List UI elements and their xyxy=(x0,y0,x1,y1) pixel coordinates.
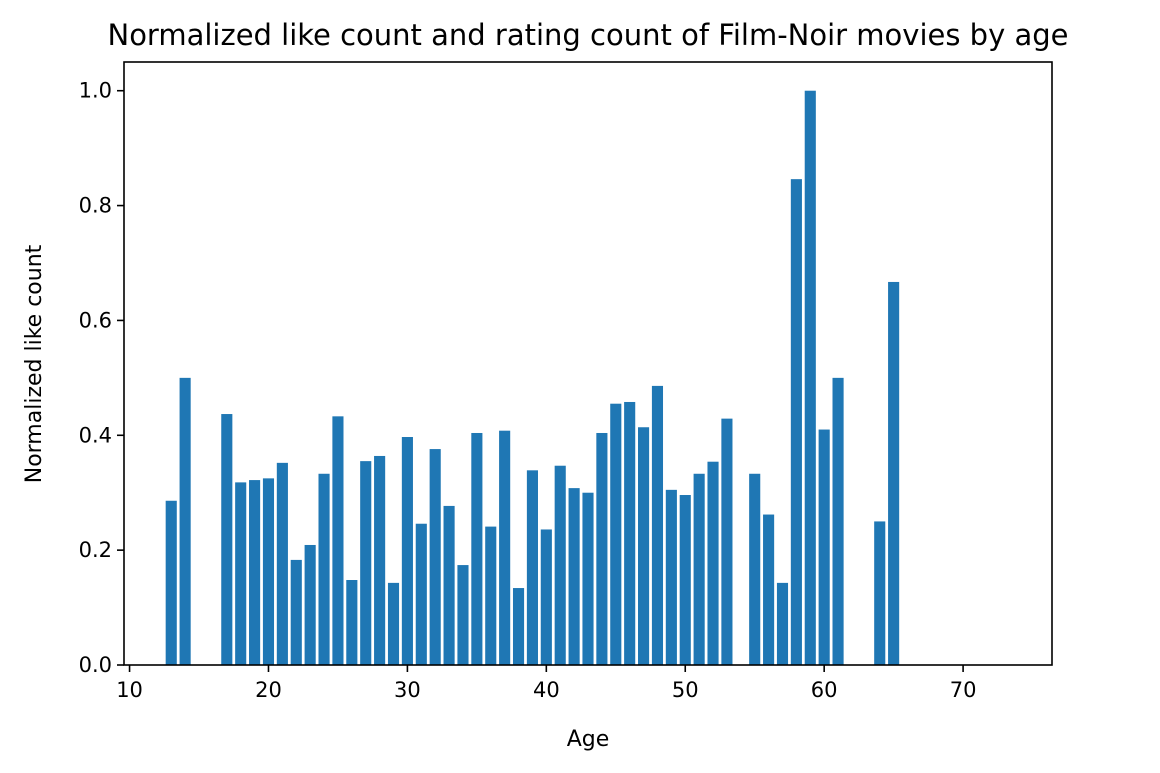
bar-age-51 xyxy=(693,473,705,665)
bar-age-46 xyxy=(624,401,636,665)
bar-age-43 xyxy=(582,492,594,665)
y-axis-label: Normalized like count xyxy=(22,244,47,483)
y-tick-label: 0.0 xyxy=(79,653,112,677)
bars-group xyxy=(165,90,900,665)
bar-age-53 xyxy=(721,418,733,665)
bar-age-48 xyxy=(651,385,664,665)
y-tick-label: 0.8 xyxy=(79,194,112,218)
bar-age-55 xyxy=(749,473,761,665)
chart-title: Normalized like count and rating count o… xyxy=(108,18,1069,52)
y-tick-label: 0.4 xyxy=(79,423,112,447)
bar-age-13 xyxy=(165,500,177,665)
bar-age-65 xyxy=(888,281,900,665)
bar-age-44 xyxy=(596,432,608,665)
bar-age-40 xyxy=(540,529,552,665)
x-tick-label: 50 xyxy=(672,678,699,702)
bar-age-14 xyxy=(179,377,191,665)
x-tick-label: 30 xyxy=(394,678,421,702)
bar-age-59 xyxy=(804,90,816,665)
bar-age-19 xyxy=(249,480,261,665)
bar-age-37 xyxy=(499,430,511,665)
plot-frame xyxy=(123,61,1053,666)
bar-age-22 xyxy=(290,559,302,665)
x-axis-ticks: 10 20 30 40 50 60 70 xyxy=(116,665,976,702)
x-tick-label: 40 xyxy=(533,678,560,702)
x-axis-label: Age xyxy=(567,727,610,752)
bar-age-18 xyxy=(235,482,247,665)
bar-age-31 xyxy=(415,523,427,665)
bar-age-38 xyxy=(512,588,525,665)
bar-age-60 xyxy=(818,429,830,665)
bar-age-52 xyxy=(707,461,719,665)
bar-age-27 xyxy=(360,461,372,665)
bar-age-34 xyxy=(457,565,469,665)
bar-age-42 xyxy=(568,488,580,665)
bar-age-29 xyxy=(387,582,400,665)
bar-age-58 xyxy=(790,179,802,665)
bar-age-26 xyxy=(346,580,358,665)
bar-age-28 xyxy=(374,455,386,665)
bar-age-45 xyxy=(610,403,622,665)
bar-age-35 xyxy=(471,432,483,665)
bar-age-32 xyxy=(429,449,441,665)
x-tick-label: 70 xyxy=(950,678,977,702)
bar-age-33 xyxy=(443,505,455,665)
bar-age-24 xyxy=(318,473,330,665)
bar-age-30 xyxy=(401,437,413,665)
bar-age-56 xyxy=(763,514,775,665)
x-tick-label: 60 xyxy=(811,678,838,702)
bar-age-64 xyxy=(874,521,886,665)
bar-age-50 xyxy=(679,495,691,665)
bar-age-25 xyxy=(332,416,344,665)
x-tick-label: 10 xyxy=(116,678,143,702)
bar-age-20 xyxy=(262,478,275,665)
y-axis-ticks: 0.0 0.2 0.4 0.6 0.8 1.0 xyxy=(79,79,124,677)
bar-age-21 xyxy=(276,462,288,665)
bar-age-57 xyxy=(776,582,789,665)
bar-age-36 xyxy=(485,526,497,665)
bar-age-39 xyxy=(526,470,538,665)
y-tick-label: 0.6 xyxy=(79,308,112,332)
bar-age-17 xyxy=(221,414,233,665)
y-tick-label: 1.0 xyxy=(79,79,112,103)
bar-age-49 xyxy=(665,489,677,665)
bar-age-61 xyxy=(832,377,844,665)
x-tick-label: 20 xyxy=(255,678,282,702)
bar-age-47 xyxy=(638,427,650,665)
bar-age-41 xyxy=(554,465,566,665)
bar-age-23 xyxy=(304,544,316,665)
y-tick-label: 0.2 xyxy=(79,538,112,562)
